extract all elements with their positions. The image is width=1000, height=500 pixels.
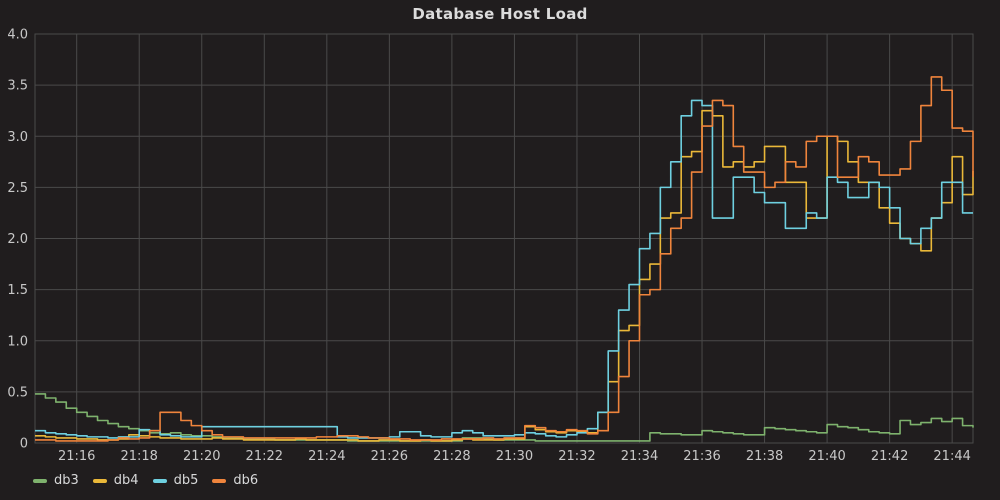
- legend-label-db3: db3: [54, 473, 79, 488]
- x-tick-label: 21:20: [183, 449, 220, 464]
- x-tick-label: 21:18: [120, 449, 157, 464]
- x-tick-label: 21:34: [621, 449, 658, 464]
- series-line-db5: [35, 99, 973, 439]
- plot-border: [34, 33, 974, 444]
- y-tick-label: 1.0: [7, 334, 28, 349]
- x-tick-label: 21:42: [871, 449, 908, 464]
- y-tick-label: 4.0: [7, 28, 28, 43]
- legend-swatch-db4: [92, 478, 107, 483]
- x-tick-label: 21:40: [808, 449, 845, 464]
- x-tick-label: 21:36: [683, 449, 720, 464]
- x-tick-label: 21:16: [58, 449, 95, 464]
- legend-swatch-db6: [212, 478, 227, 483]
- x-tick-label: 21:32: [558, 449, 595, 464]
- legend-item-db4[interactable]: db4: [92, 473, 139, 488]
- legend: db3 db4 db5 db6: [33, 473, 272, 488]
- x-tick-label: 21:44: [933, 449, 970, 464]
- legend-label-db6: db6: [233, 473, 259, 488]
- legend-swatch-db5: [152, 478, 167, 483]
- x-tick-label: 21:26: [371, 449, 408, 464]
- x-tick-label: 21:38: [746, 449, 783, 464]
- x-tick-label: 21:22: [246, 449, 283, 464]
- y-tick-label: 1.5: [7, 283, 28, 298]
- legend-item-db5[interactable]: db5: [152, 473, 199, 488]
- legend-label-db5: db5: [173, 473, 199, 488]
- y-tick-label: 2.0: [7, 232, 28, 247]
- y-tick-label: 2.5: [7, 181, 28, 196]
- y-tick-label: 0.5: [7, 385, 28, 400]
- legend-item-db6[interactable]: db6: [212, 473, 258, 488]
- legend-item-db3[interactable]: db3: [33, 473, 79, 488]
- series-line-db3: [35, 393, 974, 442]
- y-tick-label: 3.5: [7, 79, 28, 94]
- x-tick-label: 21:24: [308, 449, 345, 464]
- x-tick-label: 21:30: [496, 449, 533, 464]
- x-tick-label: 21:28: [433, 449, 470, 464]
- chart-title: Database Host Load: [412, 5, 588, 23]
- series-line-db6: [35, 76, 974, 442]
- y-tick-label: 0: [20, 437, 28, 452]
- legend-swatch-db3: [33, 478, 47, 483]
- y-tick-label: 3.0: [7, 130, 28, 145]
- legend-label-db4: db4: [113, 473, 139, 488]
